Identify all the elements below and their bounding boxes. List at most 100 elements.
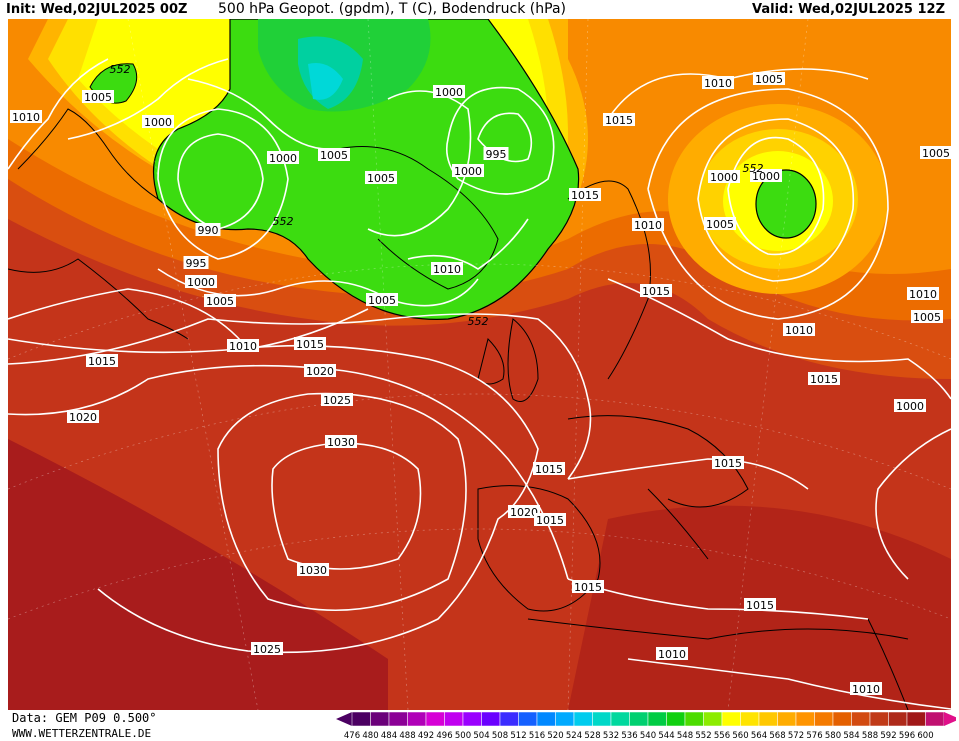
isobar-label-text: 1020: [306, 365, 334, 378]
isobar-label-bg: [656, 647, 688, 660]
isobar-label-bg: [534, 513, 566, 526]
data-source: Data: GEM P09 0.500°: [12, 711, 157, 725]
init-time: Init: Wed,02JUL2025 00Z: [6, 2, 188, 17]
isobar-label: 1000: [433, 85, 465, 99]
isobar-label-bg: [195, 223, 221, 236]
legend-swatch: [851, 711, 871, 727]
legend-level-label: 552: [695, 731, 711, 741]
coast-italy: [647, 488, 709, 560]
isobar-label: 1025: [251, 642, 283, 656]
isobar-label: 1005: [911, 310, 943, 324]
isobar-1010: [8, 288, 369, 350]
isobar-label: 1005: [204, 294, 236, 308]
weather-map: 1010 1005 552 1000 1000 1005 1005 1000 995 1000 99…: [8, 19, 951, 710]
legend-swatch: [407, 711, 427, 727]
isobar-label-bg: [702, 76, 734, 89]
isobar-label: 552: [468, 315, 489, 328]
isobar-label-text: 552: [468, 315, 489, 328]
website: WWW.WETTERZENTRALE.DE: [12, 727, 152, 740]
isobar-label-text: 1015: [536, 514, 564, 527]
isobar-label-text: 1005: [368, 294, 396, 307]
isobar-1005-east: [697, 118, 855, 282]
isobar-label: 1005: [753, 72, 785, 86]
isobar-label-text: 1000: [896, 400, 924, 413]
isobar-label: 1010: [632, 218, 664, 232]
isobar-label-text: 1020: [510, 506, 538, 519]
legend-level-label: 508: [492, 731, 508, 741]
isobar-label: 1015: [712, 456, 744, 470]
field-southwest: [8, 439, 388, 710]
legend-level-label: 520: [547, 731, 563, 741]
isobar-label-bg: [508, 505, 540, 518]
legend-level-label: 580: [825, 731, 841, 741]
isobar-label-bg: [850, 682, 882, 695]
isobar-label-text: 1015: [574, 581, 602, 594]
isobar-label: 1015: [294, 337, 326, 351]
isobar-label: 1015: [808, 372, 840, 386]
isobar-label-text: 1015: [571, 189, 599, 202]
isobar-label-text: 1000: [435, 86, 463, 99]
coast-iberia: [477, 485, 601, 612]
isobar-label-text: 1025: [253, 643, 281, 656]
isobar-label: 995: [483, 147, 509, 161]
isobar-label: 1000: [142, 115, 174, 129]
isobar-label-text: 1005: [320, 149, 348, 162]
legend-level-label: 548: [677, 731, 693, 741]
isobar-label-bg: [318, 148, 350, 161]
legend-swatch: [388, 711, 408, 727]
isobar-label: 1005: [920, 146, 951, 160]
legend-swatch: [444, 711, 464, 727]
isobar-label: 1030: [297, 563, 329, 577]
isobar-label-bg: [603, 113, 635, 126]
isobar-label-bg: [753, 72, 785, 85]
isobar-label-text: 990: [198, 224, 219, 237]
legend-swatch: [666, 711, 686, 727]
legend-swatch: [462, 711, 482, 727]
grid-lon-2: [367, 19, 409, 710]
isobar-label: 1010: [850, 682, 882, 696]
isobar-label: 1015: [533, 462, 565, 476]
isobar-1010-west: [8, 58, 109, 170]
isobar-label: 1000: [267, 151, 299, 165]
isobar-label-bg: [783, 323, 815, 336]
isobar-label-bg: [452, 164, 484, 177]
legend-level-label: 576: [806, 731, 822, 741]
isobar-1025-inner: [217, 392, 467, 612]
isobar-995: [157, 108, 289, 260]
legend-level-label: 532: [603, 731, 619, 741]
isobar-label-bg: [704, 217, 736, 230]
isobar-label-text: 552: [273, 215, 294, 228]
map-header: Init: Wed,02JUL2025 00Z 500 hPa Geopot. …: [0, 0, 959, 19]
isobar-label: 1005: [704, 217, 736, 231]
isobar-label-bg: [431, 262, 463, 275]
isobar-label-text: 995: [186, 257, 207, 270]
isobar-label-bg: [907, 287, 939, 300]
isobar-label-bg: [227, 339, 259, 352]
field-cold-min: [308, 63, 343, 100]
legend-level-label: 512: [510, 731, 526, 741]
legend-swatch: [758, 711, 778, 727]
legend-level-label: 536: [621, 731, 637, 741]
isobar-label-text: 1010: [658, 648, 686, 661]
legend-level-label: 476: [344, 731, 360, 741]
isobar-1005: [157, 268, 479, 307]
isobar-label: 1005: [318, 148, 350, 162]
legend-level-label: 496: [436, 731, 452, 741]
legend-swatch: [555, 711, 575, 727]
isobar-label: 1030: [325, 435, 357, 449]
isobar-label: 552: [743, 162, 764, 175]
isobar-label: 990: [195, 223, 221, 237]
legend-swatch: [777, 711, 797, 727]
isobar-label: 1010: [702, 76, 734, 90]
isobar-label-text: 995: [486, 148, 507, 161]
legend-swatch: [795, 711, 815, 727]
isobar-label-bg: [712, 456, 744, 469]
isobar-label: 1010: [227, 339, 259, 353]
isobar-label: 1015: [569, 188, 601, 202]
isobar-990: [177, 133, 264, 230]
coast-labrador: [8, 258, 189, 340]
legend-level-label: 572: [788, 731, 804, 741]
geopotential-field: 1010 1005 552 1000 1000 1005 1005 1000 995 1000 99…: [8, 19, 951, 710]
isobar-labels: 1010 1005 552 1000 1000 1005 1005 1000 995 1000 99…: [10, 63, 951, 696]
isobar-label-text: 1005: [922, 147, 950, 160]
